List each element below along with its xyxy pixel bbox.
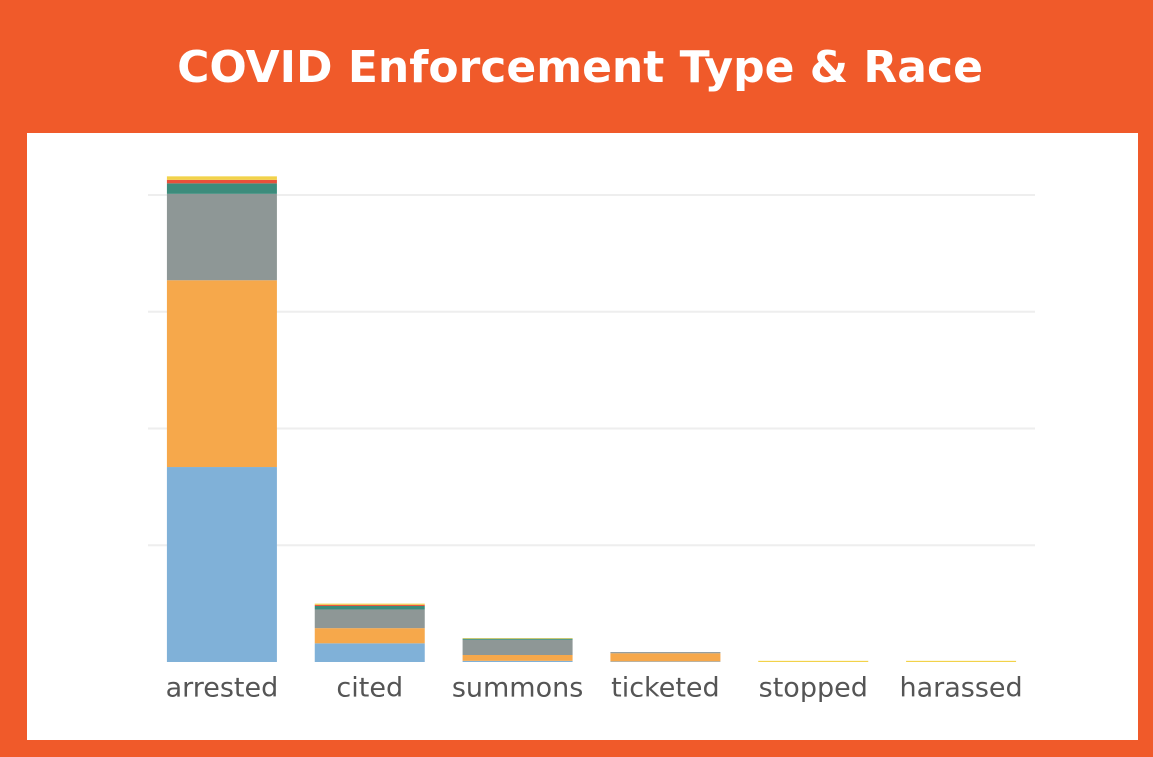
x-tick-label: summons [452,673,583,704]
x-tick-label: cited [336,673,403,704]
bar-segment [166,179,277,184]
bar-segment [462,639,573,655]
x-tick-label: ticketed [611,673,720,704]
bar-segment [758,660,869,662]
bar-segment [610,652,721,654]
bar-segment [166,176,277,180]
bar-segment [166,183,277,194]
bar-segment [610,653,721,662]
bar-segment [462,660,573,662]
bar-segment [166,280,277,468]
bar-segment [314,603,425,605]
bar-segment [462,638,573,640]
bar-segment [906,660,1017,662]
x-tick-label: harassed [899,673,1022,704]
bar-segment [314,604,425,606]
bar-segment [314,628,425,644]
bar-segment [314,609,425,629]
bar-segment [166,193,277,281]
chart-title: COVID Enforcement Type & Race [177,42,983,93]
bar-segment [462,638,573,639]
bar-segment [314,643,425,662]
x-tick-label: stopped [759,673,868,704]
bar-segment [314,605,425,610]
bar-segment [166,467,277,662]
x-tick-label: arrested [166,673,279,704]
bar-segment [462,654,573,661]
bar-segment [610,661,721,662]
